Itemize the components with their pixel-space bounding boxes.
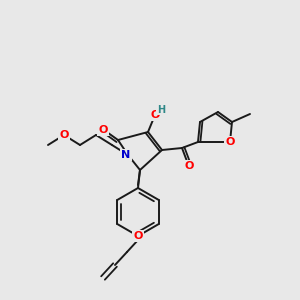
Text: H: H [157,105,165,115]
Text: O: O [59,130,69,140]
Text: N: N [122,150,130,160]
Text: O: O [184,161,194,171]
Text: O: O [225,137,235,147]
Text: O: O [133,231,143,241]
Text: O: O [98,125,108,135]
Text: O: O [150,110,160,120]
